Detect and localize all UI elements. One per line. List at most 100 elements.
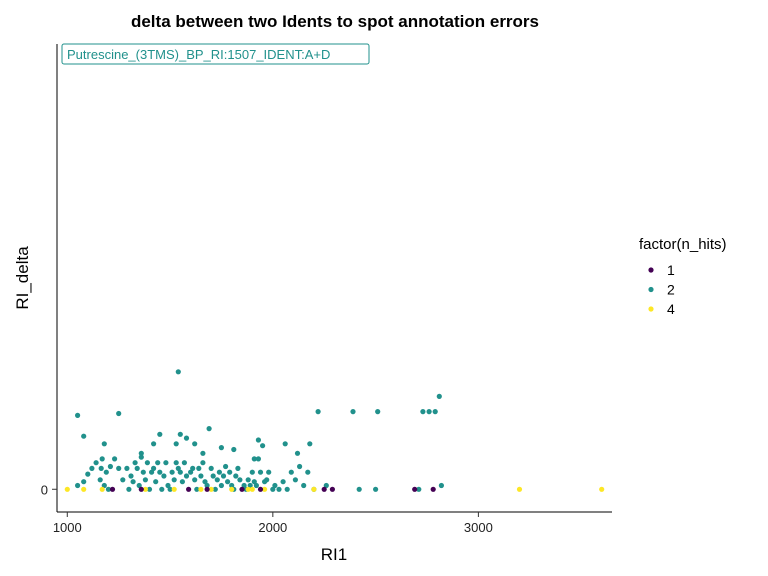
data-point-nhits-2 <box>436 393 442 399</box>
data-point-nhits-2 <box>282 441 288 447</box>
x-tick-label: 2000 <box>258 520 287 535</box>
data-point-nhits-2 <box>132 460 138 466</box>
data-point-nhits-2 <box>107 463 113 470</box>
data-point-nhits-2 <box>124 465 130 471</box>
data-point-nhits-2 <box>181 460 187 466</box>
data-point-nhits-2 <box>220 473 227 479</box>
data-point-nhits-2 <box>416 486 422 492</box>
data-point-nhits-2 <box>249 469 255 475</box>
data-point-nhits-4 <box>208 486 214 492</box>
data-point-nhits-2 <box>284 486 290 492</box>
data-point-nhits-2 <box>272 482 278 489</box>
data-point-nhits-4 <box>99 486 105 492</box>
data-point-nhits-2 <box>192 477 198 483</box>
data-point-nhits-1 <box>186 486 192 492</box>
data-point-nhits-4 <box>229 486 235 492</box>
ticks-layer: 1000 2000 3000 0 <box>41 482 493 535</box>
data-point-nhits-2 <box>157 431 163 437</box>
data-point-nhits-2 <box>216 469 222 475</box>
data-point-nhits-2 <box>253 482 259 489</box>
data-point-nhits-4 <box>198 486 204 492</box>
data-point-nhits-2 <box>173 441 179 447</box>
y-tick-label: 0 <box>41 482 48 497</box>
points-layer <box>64 369 605 492</box>
data-point-nhits-2 <box>280 479 286 485</box>
data-point-nhits-2 <box>153 479 159 485</box>
data-point-nhits-2 <box>105 486 111 492</box>
data-point-nhits-1 <box>329 486 335 492</box>
legend-key-2 <box>648 286 654 293</box>
data-point-nhits-2 <box>237 477 243 483</box>
data-point-nhits-2 <box>200 460 206 466</box>
data-point-nhits-2 <box>356 486 362 492</box>
data-point-nhits-2 <box>245 477 251 483</box>
data-point-nhits-2 <box>159 486 165 492</box>
data-point-nhits-2 <box>177 431 183 437</box>
data-point-nhits-2 <box>251 479 257 485</box>
data-point-nhits-2 <box>323 482 329 489</box>
data-point-nhits-2 <box>99 456 105 462</box>
data-point-nhits-2 <box>235 465 241 471</box>
data-point-nhits-2 <box>202 479 208 485</box>
legend-items: 1 2 4 <box>648 262 675 317</box>
data-point-nhits-2 <box>140 469 146 475</box>
data-point-nhits-2 <box>375 409 381 415</box>
data-point-nhits-2 <box>81 479 87 485</box>
legend-key-4 <box>648 306 654 312</box>
data-point-nhits-4 <box>262 486 268 492</box>
data-point-nhits-2 <box>264 477 270 483</box>
data-point-nhits-2 <box>89 465 95 471</box>
data-point-nhits-2 <box>214 477 220 483</box>
data-point-nhits-2 <box>257 469 264 475</box>
data-point-nhits-2 <box>210 473 216 479</box>
data-point-nhits-2 <box>128 473 134 479</box>
data-point-nhits-2 <box>98 465 104 471</box>
data-point-nhits-2 <box>426 409 432 415</box>
data-point-nhits-2 <box>179 479 185 485</box>
data-point-nhits-2 <box>350 409 356 415</box>
data-point-nhits-2 <box>75 482 81 489</box>
x-tick-label: 1000 <box>53 520 82 535</box>
data-point-nhits-2 <box>231 446 237 453</box>
data-point-nhits-2 <box>116 410 122 417</box>
legend-key-1 <box>648 267 654 273</box>
data-point-nhits-4 <box>81 486 87 492</box>
data-point-nhits-2 <box>194 486 200 492</box>
data-point-nhits-2 <box>163 460 169 466</box>
x-axis-title: RI1 <box>321 545 347 564</box>
data-point-nhits-2 <box>146 486 153 492</box>
data-point-nhits-2 <box>101 482 107 489</box>
data-point-nhits-2 <box>116 465 122 471</box>
data-point-nhits-2 <box>161 473 167 479</box>
data-point-nhits-2 <box>75 412 81 418</box>
data-point-nhits-4 <box>516 486 523 492</box>
legend: factor(n_hits) 1 2 4 <box>639 236 727 317</box>
data-point-nhits-2 <box>155 460 161 466</box>
data-point-nhits-2 <box>218 445 224 451</box>
data-point-nhits-2 <box>192 441 198 447</box>
data-point-nhits-4 <box>171 486 177 492</box>
data-point-nhits-1 <box>430 486 436 492</box>
data-point-nhits-2 <box>288 469 294 475</box>
data-point-nhits-2 <box>227 469 233 475</box>
data-point-nhits-2 <box>373 486 379 492</box>
data-point-nhits-2 <box>138 454 144 460</box>
data-point-nhits-2 <box>144 460 150 466</box>
data-point-nhits-2 <box>307 441 313 447</box>
data-point-nhits-2 <box>112 456 118 462</box>
legend-title: factor(n_hits) <box>639 236 727 253</box>
data-point-nhits-2 <box>292 477 298 483</box>
data-point-nhits-1 <box>257 486 264 492</box>
data-point-nhits-2 <box>255 437 261 443</box>
data-point-nhits-2 <box>103 469 109 475</box>
data-point-nhits-4 <box>311 486 317 492</box>
data-point-nhits-2 <box>175 369 181 375</box>
data-point-nhits-2 <box>200 450 206 456</box>
data-point-nhits-2 <box>97 477 103 483</box>
legend-label-2: 2 <box>667 282 675 298</box>
data-point-nhits-1 <box>239 486 245 492</box>
data-point-nhits-2 <box>212 486 218 492</box>
data-point-nhits-2 <box>305 469 311 475</box>
data-point-nhits-4 <box>64 486 70 492</box>
